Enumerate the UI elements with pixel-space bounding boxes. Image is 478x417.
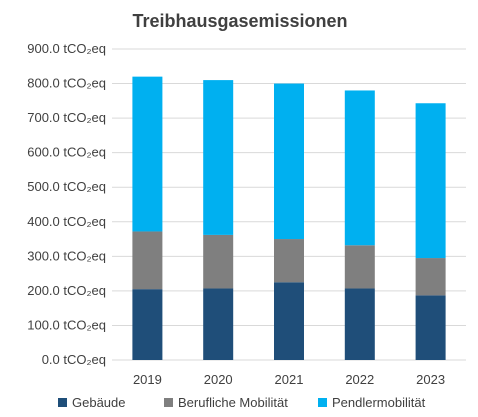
y-tick-label: 600.0 tCO₂eq [27, 145, 106, 160]
bar-segment [415, 258, 446, 296]
y-tick-label: 700.0 tCO₂eq [27, 110, 106, 125]
legend-label: Pendlermobilität [332, 395, 426, 410]
y-tick-label: 500.0 tCO₂eq [27, 179, 106, 194]
bar-segment [274, 282, 304, 360]
y-tick-label: 300.0 tCO₂eq [27, 248, 106, 263]
bar-segment [415, 103, 446, 259]
bar-segment [274, 239, 304, 283]
bar-segment [203, 80, 234, 235]
y-tick-label: 900.0 tCO₂eq [27, 41, 106, 56]
chart-title: Treibhausgasemissionen [132, 11, 347, 31]
y-tick-label: 400.0 tCO₂eq [27, 214, 106, 229]
legend: Gebäude Berufliche Mobilität Pendlermobili… [58, 395, 426, 410]
y-tick-label: 200.0 tCO₂eq [27, 283, 106, 298]
x-tick-label: 2022 [345, 372, 374, 387]
y-tick-label: 100.0 tCO₂eq [27, 317, 106, 332]
bar-segment [415, 295, 446, 360]
y-tick-label: 800.0 tCO₂eq [27, 76, 106, 91]
legend-swatch [58, 398, 67, 407]
x-tick-label: 2019 [133, 372, 162, 387]
bar-segment [344, 90, 375, 246]
legend-swatch [318, 398, 327, 407]
bars [132, 76, 446, 360]
bar-segment [344, 245, 375, 289]
legend-swatch [164, 398, 173, 407]
legend-label: Berufliche Mobilität [178, 395, 288, 410]
bar-segment [344, 288, 375, 360]
bar-segment [203, 288, 234, 360]
legend-label: Gebäude [72, 395, 126, 410]
y-axis-tick-labels: 0.0 tCO₂eq 100.0 tCO₂eq 200.0 tCO₂eq 300.0 … [27, 41, 106, 367]
x-tick-label: 2020 [204, 372, 233, 387]
x-tick-label: 2021 [275, 372, 304, 387]
x-axis-tick-labels: 2019 2020 2021 2022 2023 [133, 372, 445, 387]
x-tick-label: 2023 [416, 372, 445, 387]
bar-segment [132, 231, 163, 290]
bar-segment [274, 83, 304, 240]
bar-segment [203, 234, 234, 289]
bar-segment [132, 76, 163, 232]
y-tick-label: 0.0 tCO₂eq [42, 352, 106, 367]
bar-segment [132, 289, 163, 360]
